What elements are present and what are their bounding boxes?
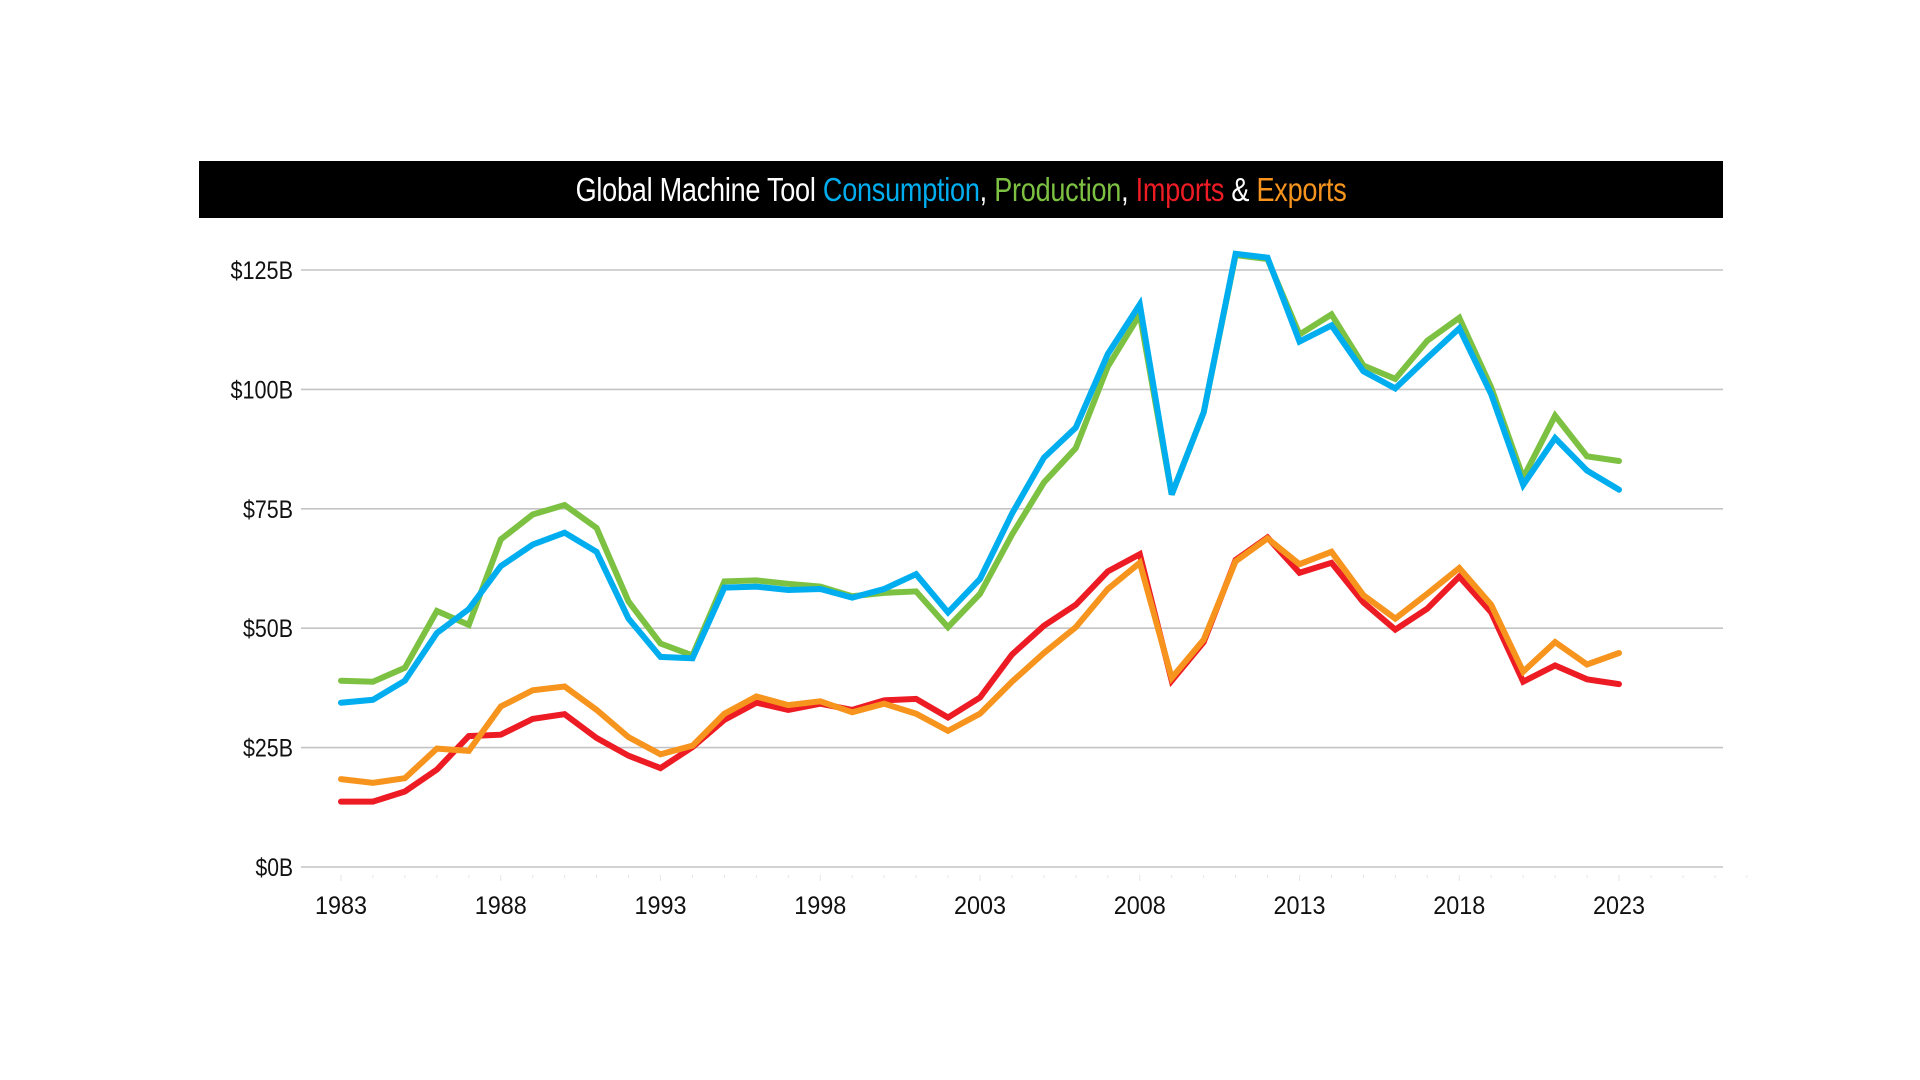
gridlines <box>301 269 1723 868</box>
series-line-production <box>338 251 1622 685</box>
title-segment: Global Machine Tool <box>575 170 823 208</box>
series-lines <box>338 250 1622 805</box>
x-tick-label: 2003 <box>954 892 1006 920</box>
y-tick-label: $0B <box>256 854 294 882</box>
x-axis-ticks: 1983 1988 1993 1998 2003 2008 2013 2018 2023 <box>315 875 1748 920</box>
chart-title: Global Machine Tool Consumption, Product… <box>576 171 1347 209</box>
title-segment: Imports <box>1135 170 1225 208</box>
y-tick-label: $75B <box>243 496 293 524</box>
title-segment: Production <box>994 170 1122 208</box>
x-tick-label: 2013 <box>1274 892 1326 920</box>
x-tick-label: 1988 <box>475 892 527 920</box>
title-segment: , <box>979 170 995 208</box>
y-tick-label: $125B <box>231 257 294 285</box>
x-tick-label: 1998 <box>794 892 846 920</box>
title-segment: , <box>1121 170 1136 208</box>
chart-title-bar: Global Machine Tool Consumption, Product… <box>199 161 1723 218</box>
series-line-exports <box>338 534 1622 786</box>
y-tick-label: $25B <box>243 735 293 763</box>
x-tick-label: 2008 <box>1114 892 1166 920</box>
series-line-imports <box>338 533 1622 805</box>
x-tick-label: 2018 <box>1433 892 1485 920</box>
title-segment: & <box>1224 170 1257 208</box>
y-tick-label: $100B <box>231 376 294 404</box>
x-tick-label: 1983 <box>315 892 367 920</box>
x-tick-label: 1993 <box>635 892 687 920</box>
title-segment: Consumption <box>822 170 980 208</box>
x-tick-label: 2023 <box>1593 892 1645 920</box>
series-line-consumption <box>338 250 1622 706</box>
y-axis-ticks: $0B $25B $50B $75B $100B $125B <box>231 257 294 882</box>
title-segment: Exports <box>1256 170 1347 208</box>
y-tick-label: $50B <box>243 615 293 643</box>
